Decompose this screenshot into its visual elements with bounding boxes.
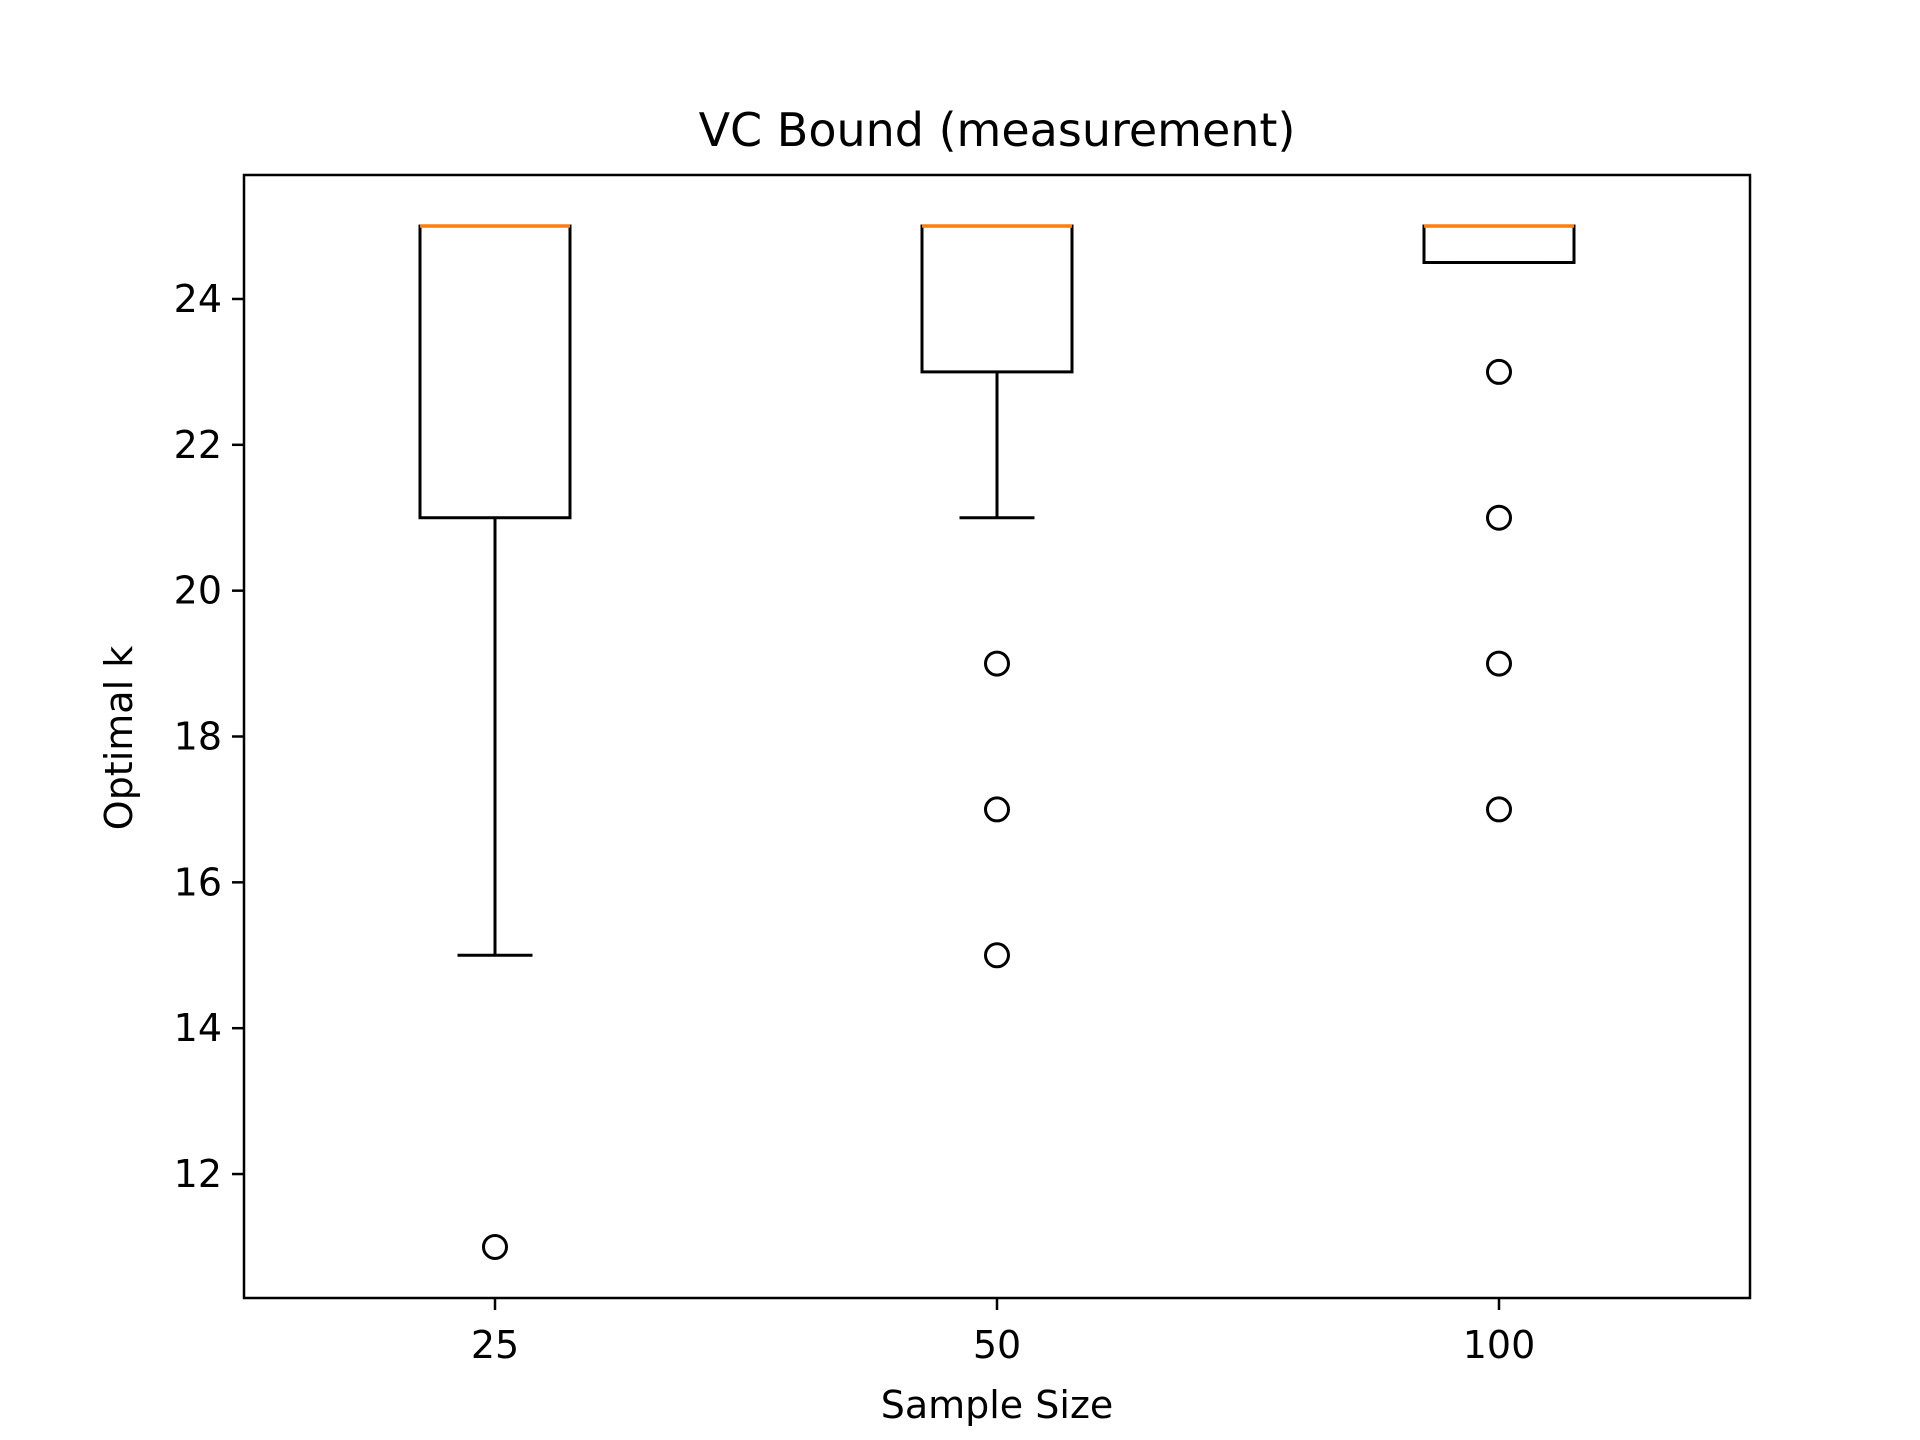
y-tick-label: 16 <box>174 860 222 904</box>
y-tick-label: 12 <box>174 1152 222 1196</box>
x-tick-label: 25 <box>471 1323 519 1367</box>
y-tick-label: 14 <box>174 1006 222 1050</box>
y-tick-label: 18 <box>174 715 222 759</box>
y-tick-label: 24 <box>174 277 222 321</box>
outlier-point <box>1486 504 1512 531</box>
y-axis-label: Optimal k <box>97 646 141 830</box>
outlier-point <box>984 942 1010 969</box>
y-tick-label: 22 <box>174 423 222 467</box>
box-iqr <box>1422 224 1576 265</box>
x-tick-label: 50 <box>973 1323 1021 1367</box>
axes-frame <box>242 173 1752 1300</box>
y-tick-label: 20 <box>174 569 222 613</box>
x-axis-label: Sample Size <box>881 1383 1114 1427</box>
x-tick-label: 100 <box>1463 1323 1536 1367</box>
outlier-point <box>1486 358 1512 385</box>
outlier-point <box>984 796 1010 823</box>
box-iqr <box>920 224 1074 374</box>
plot-area: 12 14 16 18 20 22 24 25 50 100 <box>174 173 1752 1367</box>
outlier-point <box>1486 650 1512 677</box>
outlier-point <box>984 650 1010 677</box>
outlier-point <box>1486 796 1512 823</box>
outlier-point <box>482 1233 508 1260</box>
chart-title: VC Bound (measurement) <box>699 103 1296 157</box>
box-iqr <box>418 224 572 520</box>
